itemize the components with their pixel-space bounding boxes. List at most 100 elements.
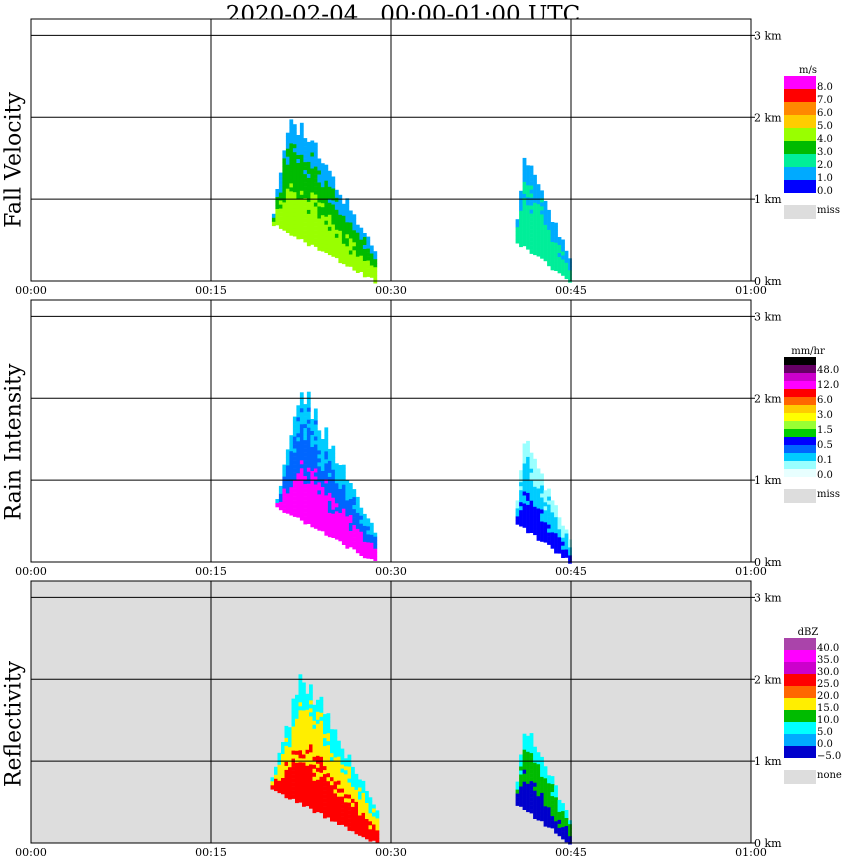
echo-cell — [289, 199, 294, 204]
echo-cell — [533, 470, 537, 476]
echo-cell — [561, 811, 565, 816]
echo-cell — [285, 144, 290, 149]
echo-cell — [529, 233, 534, 238]
echo-cell — [526, 763, 530, 769]
echo-cell — [519, 242, 523, 248]
echo-cell — [533, 478, 537, 484]
echo-cell — [310, 471, 315, 476]
echo-cell — [550, 234, 555, 239]
echo-cell — [288, 731, 292, 736]
echo-cell — [309, 696, 313, 701]
echo-cell — [533, 206, 537, 212]
echo-cell — [330, 789, 334, 794]
echo-cell — [529, 173, 534, 178]
echo-cell — [306, 435, 311, 440]
echo-cell — [320, 219, 325, 224]
echo-cell — [373, 259, 378, 264]
echo-cell — [296, 469, 301, 474]
echo-cell — [299, 178, 304, 184]
echo-cell — [529, 793, 534, 798]
colorbar-label: 8.0 — [817, 82, 833, 93]
echo-cell — [333, 741, 338, 746]
echo-cell — [365, 795, 369, 800]
echo-cell — [296, 417, 301, 422]
echo-cell — [561, 819, 565, 824]
echo-cell — [313, 440, 318, 445]
echo-cell — [361, 788, 366, 794]
echo-cell — [344, 778, 348, 783]
echo-cell — [289, 455, 294, 460]
echo-cell — [347, 774, 352, 779]
echo-cell — [543, 786, 548, 791]
echo-cell — [543, 526, 548, 531]
echo-cell — [334, 253, 339, 259]
echo-cell — [292, 464, 297, 469]
echo-cell — [515, 235, 520, 240]
echo-cell — [373, 556, 378, 561]
echo-cell — [540, 210, 544, 215]
echo-cell — [333, 757, 338, 762]
echo-cell — [316, 783, 320, 789]
echo-cell — [536, 536, 541, 541]
echo-cell — [303, 182, 308, 187]
echo-cell — [306, 487, 311, 492]
echo-cell — [323, 778, 327, 783]
echo-cell — [359, 515, 364, 520]
echo-cell — [543, 248, 548, 254]
echo-cell — [331, 200, 336, 205]
echo-cell — [543, 490, 548, 495]
echo-cell — [312, 804, 317, 810]
echo-cell — [281, 782, 285, 787]
echo-cell — [305, 729, 310, 735]
echo-cell — [320, 463, 325, 468]
echo-cell — [313, 150, 318, 155]
echo-cell — [354, 801, 359, 807]
echo-cell — [313, 210, 318, 215]
echo-cell — [515, 801, 520, 806]
echo-cell — [331, 244, 336, 249]
echo-cell — [320, 491, 325, 496]
echo-cell — [313, 496, 318, 501]
echo-cell — [323, 774, 327, 779]
echo-cell — [533, 782, 537, 787]
echo-cell — [296, 465, 301, 470]
echo-cell — [327, 532, 332, 538]
echo-cell — [547, 221, 551, 227]
echo-cell — [550, 780, 555, 785]
echo-cell — [348, 218, 353, 223]
echo-cell — [536, 200, 541, 205]
echo-cell — [292, 164, 297, 169]
echo-cell — [316, 795, 320, 801]
echo-cell — [278, 200, 283, 205]
echo-cell — [296, 421, 301, 426]
echo-cell — [306, 479, 311, 484]
x-tick-label: 01:00 — [735, 846, 767, 859]
echo-cell — [543, 256, 548, 262]
echo-cell — [359, 235, 364, 240]
echo-cell — [568, 274, 572, 279]
echo-cell — [295, 798, 299, 804]
echo-cell — [358, 823, 362, 828]
colorbar-label: 5.0 — [817, 727, 833, 738]
echo-cell — [326, 765, 331, 770]
echo-cell — [540, 242, 544, 247]
echo-cell — [292, 136, 297, 141]
echo-cell — [352, 497, 357, 502]
echo-cell — [361, 812, 366, 818]
echo-cell — [327, 238, 332, 244]
echo-cell — [313, 234, 318, 239]
echo-cell — [337, 740, 341, 745]
echo-cell — [309, 784, 313, 789]
echo-cell — [306, 415, 311, 420]
echo-cell — [296, 191, 301, 196]
echo-cell — [316, 755, 320, 761]
echo-cell — [348, 523, 353, 528]
echo-cell — [331, 212, 336, 217]
echo-cell — [526, 524, 530, 530]
echo-cell — [561, 827, 565, 832]
colorbar-swatch — [784, 373, 816, 381]
colorbar-unit: mm/hr — [791, 346, 825, 357]
echo-cell — [312, 748, 317, 754]
echo-cell — [306, 455, 311, 460]
echo-cell — [296, 167, 301, 172]
